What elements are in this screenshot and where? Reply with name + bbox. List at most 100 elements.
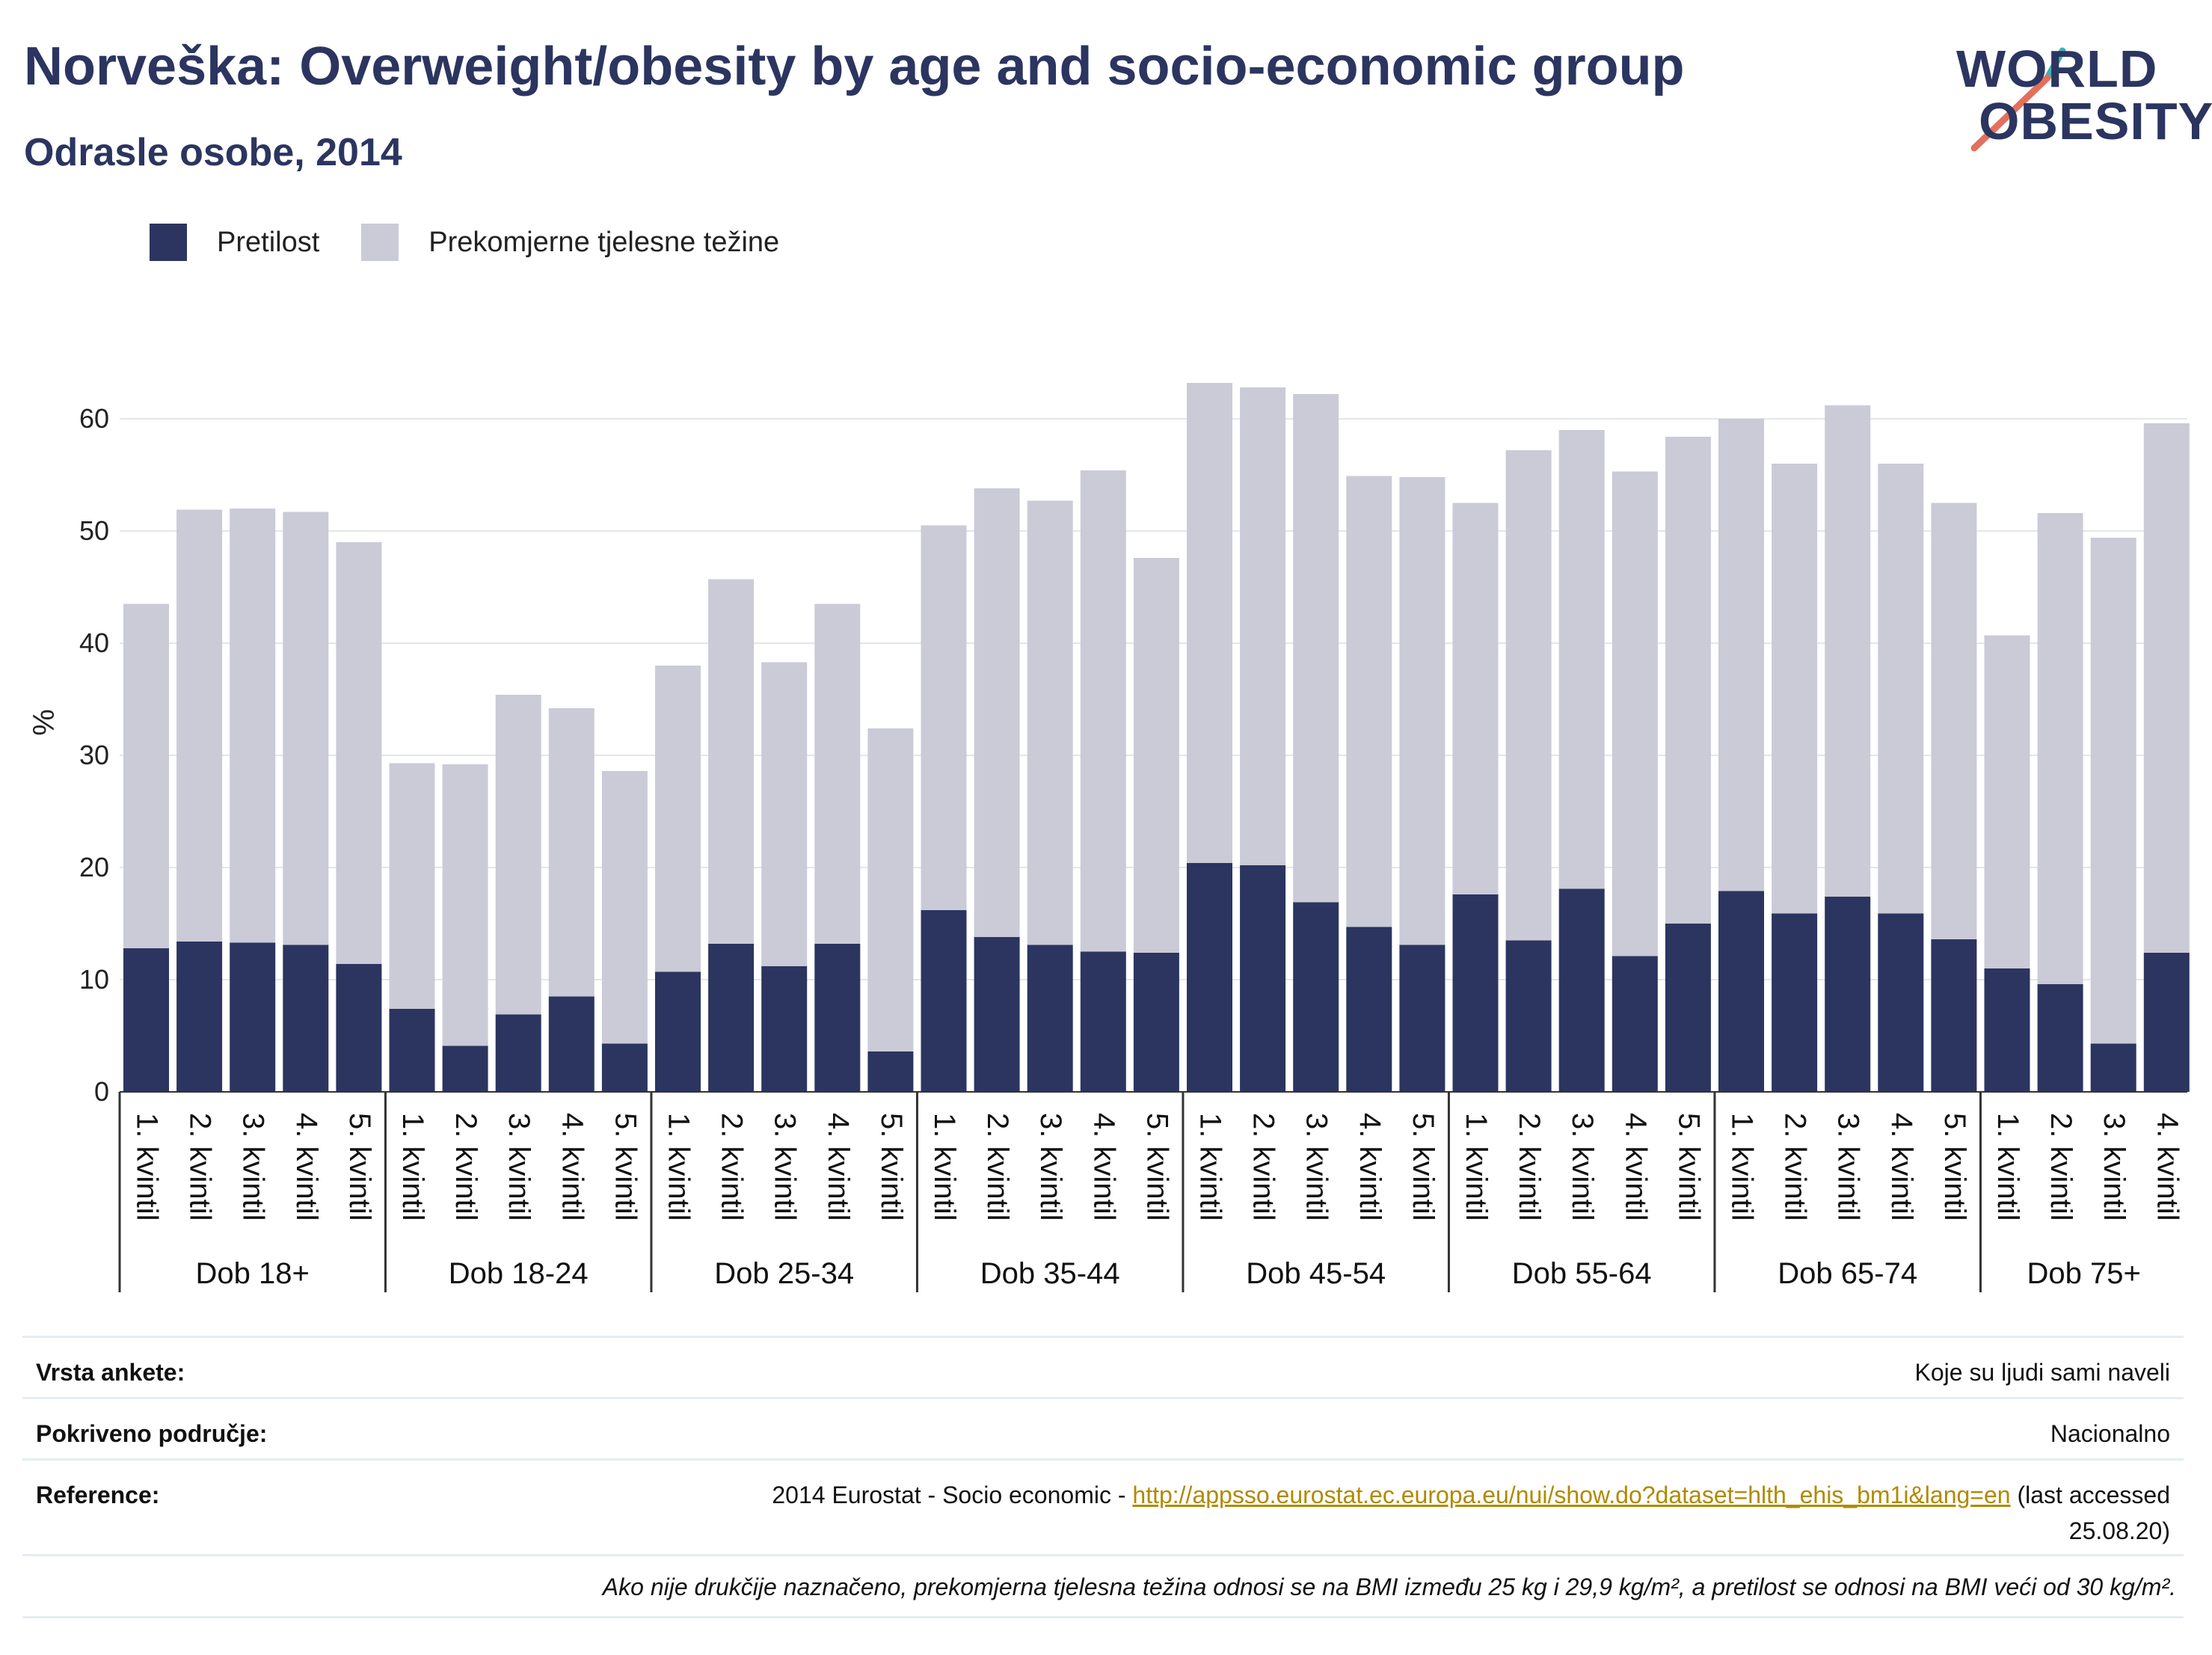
x-category-label: 2. kvintil: [1247, 1113, 1280, 1221]
bar-overweight: [601, 771, 648, 1044]
bar-obesity: [1878, 913, 1924, 1092]
bar-overweight: [1505, 450, 1552, 941]
bar-obesity: [974, 937, 1020, 1092]
x-group-label: Dob 75+: [2027, 1257, 2141, 1290]
bar-overweight: [123, 604, 169, 948]
bar-obesity: [921, 910, 967, 1092]
bar-overweight: [495, 695, 541, 1015]
bar-obesity: [1558, 888, 1605, 1092]
bar-obesity: [495, 1014, 541, 1092]
definition-note: Ako nije drukčije naznačeno, prekomjerna…: [602, 1573, 2176, 1600]
bar-overweight: [1931, 503, 1977, 939]
bar-overweight: [1984, 635, 2030, 968]
x-category-label: 5. kvintil: [875, 1113, 908, 1221]
bar-obesity: [1240, 865, 1286, 1092]
bar-obesity: [2143, 953, 2190, 1092]
x-group-label: Dob 45-54: [1246, 1257, 1386, 1290]
bar-obesity: [1452, 894, 1499, 1092]
bar-overweight: [1612, 471, 1658, 957]
bar-obesity: [655, 971, 701, 1092]
y-tick-label: 0: [94, 1076, 109, 1107]
x-category-label: 5. kvintil: [1672, 1113, 1705, 1221]
info-key-survey-type: Vrsta ankete:: [36, 1359, 185, 1386]
bar-overweight: [1718, 419, 1764, 891]
bar-overweight: [1452, 503, 1499, 894]
y-tick-label: 10: [79, 964, 109, 995]
x-category-label: 1. kvintil: [396, 1113, 429, 1221]
bar-obesity: [442, 1045, 488, 1092]
bar-overweight: [336, 542, 382, 964]
bar-overweight: [1665, 437, 1711, 924]
bar-overweight: [1133, 558, 1179, 953]
reference-link[interactable]: http://appsso.eurostat.ec.europa.eu/nui/…: [1132, 1481, 2011, 1508]
bar-overweight: [1187, 383, 1232, 863]
bar-obesity: [283, 945, 329, 1092]
bar-obesity: [814, 944, 861, 1092]
x-category-label: 4. kvintil: [2151, 1113, 2184, 1221]
x-category-label: 4. kvintil: [1087, 1113, 1120, 1221]
bar-obesity: [230, 942, 276, 1092]
x-category-label: 5. kvintil: [1938, 1113, 1971, 1221]
bar-overweight: [1293, 394, 1339, 903]
bar-obesity: [1931, 939, 1977, 1092]
x-category-label: 1. kvintil: [1194, 1113, 1227, 1221]
bar-obesity: [548, 996, 595, 1092]
bar-overweight: [2037, 513, 2083, 984]
bar-overweight: [761, 662, 808, 966]
bar-obesity: [761, 966, 808, 1092]
legend-swatch-overweight: [361, 224, 399, 261]
bar-overweight: [814, 604, 861, 944]
x-category-label: 3. kvintil: [237, 1113, 270, 1221]
bar-obesity: [123, 948, 169, 1092]
bar-overweight: [921, 525, 967, 910]
bar-obesity: [336, 964, 382, 1092]
bar-obesity: [708, 944, 755, 1092]
x-category-label: 2. kvintil: [716, 1113, 749, 1221]
bar-obesity: [867, 1051, 914, 1092]
y-tick-label: 60: [79, 403, 109, 434]
x-category-label: 3. kvintil: [1832, 1113, 1865, 1221]
x-category-label: 2. kvintil: [1513, 1113, 1546, 1221]
bar-obesity: [389, 1009, 435, 1092]
bar-obesity: [1718, 891, 1764, 1092]
x-category-label: 3. kvintil: [1034, 1113, 1067, 1221]
x-category-label: 3. kvintil: [2098, 1113, 2130, 1221]
logo-text-world: WORLD: [1956, 40, 2158, 98]
bar-overweight: [1878, 464, 1924, 914]
bar-obesity: [1187, 863, 1232, 1092]
info-value-survey-type: Koje su ljudi sami naveli: [1914, 1359, 2171, 1386]
x-category-label: 4. kvintil: [822, 1113, 855, 1221]
chart-legend: Pretilost Prekomjerne tjelesne težine: [150, 221, 821, 263]
bar-obesity: [1505, 940, 1552, 1092]
y-tick-label: 50: [79, 515, 109, 546]
x-category-label: 3. kvintil: [1566, 1113, 1599, 1221]
x-category-label: 2. kvintil: [2044, 1113, 2077, 1221]
bar-overweight: [2143, 423, 2190, 953]
bar-obesity: [601, 1043, 648, 1092]
x-category-label: 3. kvintil: [1300, 1113, 1333, 1221]
x-group-label: Dob 35-44: [980, 1257, 1120, 1290]
x-category-label: 2. kvintil: [981, 1113, 1014, 1221]
x-category-label: 2. kvintil: [184, 1113, 217, 1221]
bar-obesity: [1612, 956, 1658, 1092]
bar-overweight: [230, 509, 276, 943]
bar-overweight: [283, 512, 329, 945]
bar-obesity: [2037, 984, 2083, 1092]
x-category-label: 5. kvintil: [609, 1113, 642, 1221]
bar-overweight: [655, 666, 701, 972]
world-obesity-logo: WORLD OBESITY: [1952, 30, 2212, 157]
x-category-label: 2. kvintil: [1779, 1113, 1812, 1221]
reference-prefix: 2014 Eurostat - Socio economic -: [772, 1481, 1133, 1508]
x-category-label: 3. kvintil: [769, 1113, 802, 1221]
x-category-label: 1. kvintil: [663, 1113, 695, 1221]
y-tick-label: 40: [79, 627, 109, 658]
x-category-label: 1. kvintil: [1726, 1113, 1759, 1221]
x-category-label: 4. kvintil: [1619, 1113, 1652, 1221]
bar-overweight: [974, 488, 1020, 937]
bar-overweight: [176, 509, 223, 942]
info-row-note: [22, 1554, 2184, 1618]
x-category-label: 1. kvintil: [1991, 1113, 2024, 1221]
bar-overweight: [1240, 387, 1286, 865]
x-category-label: 1. kvintil: [131, 1113, 164, 1221]
x-group-label: Dob 18+: [196, 1257, 310, 1290]
